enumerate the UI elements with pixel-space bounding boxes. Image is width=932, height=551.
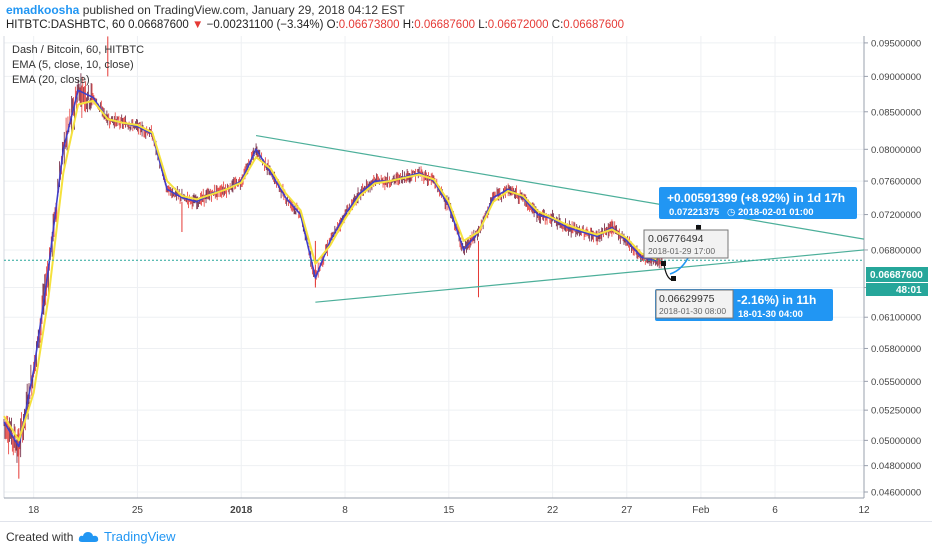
anchor-point-1[interactable] bbox=[661, 261, 666, 266]
x-tick-label: Feb bbox=[692, 505, 710, 516]
legend-title: Dash / Bitcoin, 60, HITBTC bbox=[12, 44, 144, 56]
clock-icon: ◷ bbox=[727, 207, 736, 218]
change-value: −0.00231100 (−3.34%) bbox=[206, 19, 324, 31]
author-link[interactable]: emadkoosha bbox=[6, 3, 80, 17]
point-tooltip-1: 0.06776494 2018-01-29 17:00 bbox=[643, 229, 729, 259]
legend: Dash / Bitcoin, 60, HITBTC EMA (5, close… bbox=[12, 44, 144, 86]
point-tooltip-1-price: 0.06776494 bbox=[648, 233, 704, 245]
x-tick-label: 25 bbox=[132, 505, 144, 516]
ema-lines bbox=[3, 89, 657, 448]
point-tooltip-2: 0.06629975 2018-01-30 08:00 bbox=[655, 289, 734, 319]
x-tick-label: 2018 bbox=[230, 505, 253, 516]
y-tick-label: 0.06100000 bbox=[871, 313, 921, 324]
last-price: 0.06687600 bbox=[128, 19, 189, 31]
open-value: 0.06673800 bbox=[338, 19, 400, 31]
point-tooltip-2-price: 0.06629975 bbox=[659, 293, 715, 305]
x-tick-label: 15 bbox=[443, 505, 455, 516]
down-arrow-icon: ▼ bbox=[192, 19, 204, 31]
y-tick-label: 0.09000000 bbox=[871, 72, 921, 83]
current-price-tag: 0.06687600 48:01 bbox=[866, 267, 928, 296]
measure-callout-down-date: 18-01-30 04:00 bbox=[738, 309, 803, 320]
tradingview-brand-link[interactable]: TradingView bbox=[104, 529, 176, 544]
close-value: 0.06687600 bbox=[563, 19, 625, 31]
current-price-value: 0.06687600 bbox=[870, 270, 923, 281]
open-label: O: bbox=[326, 19, 339, 31]
high-label: H: bbox=[402, 19, 415, 31]
trendline-upper bbox=[255, 134, 865, 240]
low-value: 0.06672000 bbox=[487, 19, 549, 31]
y-tick-label: 0.07600000 bbox=[871, 177, 921, 188]
y-tick-label: 0.05000000 bbox=[871, 436, 921, 447]
measure-callout-up-bg bbox=[659, 187, 857, 219]
countdown-value: 48:01 bbox=[896, 285, 922, 296]
trendline-lower bbox=[315, 249, 865, 303]
symbol-label: HITBTC:DASHBTC, 60 bbox=[6, 19, 125, 31]
measure-callout-up-date: 2018-02-01 01:00 bbox=[738, 207, 814, 218]
y-tick-label: 0.09500000 bbox=[871, 38, 921, 49]
x-tick-label: 22 bbox=[547, 505, 559, 516]
x-tick-label: 8 bbox=[342, 505, 348, 516]
footer: Created with TradingView bbox=[0, 521, 932, 551]
publish-line: emadkoosha published on TradingView.com,… bbox=[6, 3, 405, 17]
anchor-point-2[interactable] bbox=[671, 276, 676, 281]
y-tick-label: 0.06800000 bbox=[871, 245, 921, 256]
y-tick-label: 0.04800000 bbox=[871, 461, 921, 472]
publish-info: published on TradingView.com, January 29… bbox=[82, 3, 405, 17]
y-tick-label: 0.04600000 bbox=[871, 488, 921, 499]
price-axis[interactable]: 0.09500000 0.09000000 0.08500000 0.08000000… bbox=[864, 38, 921, 499]
x-tick-label: 18 bbox=[28, 505, 40, 516]
point-tooltip-1-date: 2018-01-29 17:00 bbox=[648, 246, 715, 256]
point-tooltip-2-bg bbox=[655, 289, 734, 319]
close-label: C: bbox=[551, 19, 564, 31]
point-tooltip-1-bg bbox=[643, 229, 729, 259]
measure-callout-up-price: 0.07221375 bbox=[669, 207, 720, 218]
measure-callout-up[interactable]: +0.00591399 (+8.92%) in 1d 17h 0.0722137… bbox=[659, 187, 857, 219]
created-with-label: Created with bbox=[6, 530, 74, 544]
legend-ema-fast: EMA (5, close, 10, close) bbox=[12, 59, 134, 71]
anchor-point-3[interactable] bbox=[696, 225, 701, 230]
y-tick-label: 0.07200000 bbox=[871, 210, 921, 221]
ohlc-line: HITBTC:DASHBTC, 60 0.06687600 ▼ −0.00231… bbox=[6, 19, 624, 31]
x-tick-label: 27 bbox=[621, 505, 633, 516]
x-tick-label: 12 bbox=[858, 505, 870, 516]
price-chart[interactable]: 0.09500000 0.09000000 0.08500000 0.08000000… bbox=[0, 36, 932, 520]
current-price-tag-bg bbox=[866, 267, 928, 282]
countdown-tag-bg bbox=[866, 283, 928, 296]
measure-callout-up-change: +0.00591399 (+8.92%) in 1d 17h bbox=[667, 191, 845, 205]
y-tick-label: 0.08500000 bbox=[871, 107, 921, 118]
measure-callout-down-change: -2.16%) in 11h bbox=[737, 293, 816, 307]
ema-slow-line bbox=[3, 99, 657, 442]
y-tick-label: 0.05800000 bbox=[871, 344, 921, 355]
y-tick-label: 0.08000000 bbox=[871, 145, 921, 156]
legend-ema-slow: EMA (20, close) bbox=[12, 74, 90, 86]
tradingview-cloud-icon[interactable] bbox=[78, 530, 100, 544]
y-tick-label: 0.05250000 bbox=[871, 406, 921, 417]
time-axis[interactable]: 18 25 2018 8 15 22 27 Feb 6 12 bbox=[28, 505, 870, 516]
high-value: 0.06687600 bbox=[414, 19, 475, 31]
chart-background bbox=[0, 36, 932, 520]
point-tooltip-2-date: 2018-01-30 08:00 bbox=[659, 306, 726, 316]
low-label: L: bbox=[478, 19, 488, 31]
x-tick-label: 6 bbox=[772, 505, 778, 516]
y-tick-label: 0.05500000 bbox=[871, 377, 921, 388]
trendlines[interactable] bbox=[255, 134, 865, 303]
